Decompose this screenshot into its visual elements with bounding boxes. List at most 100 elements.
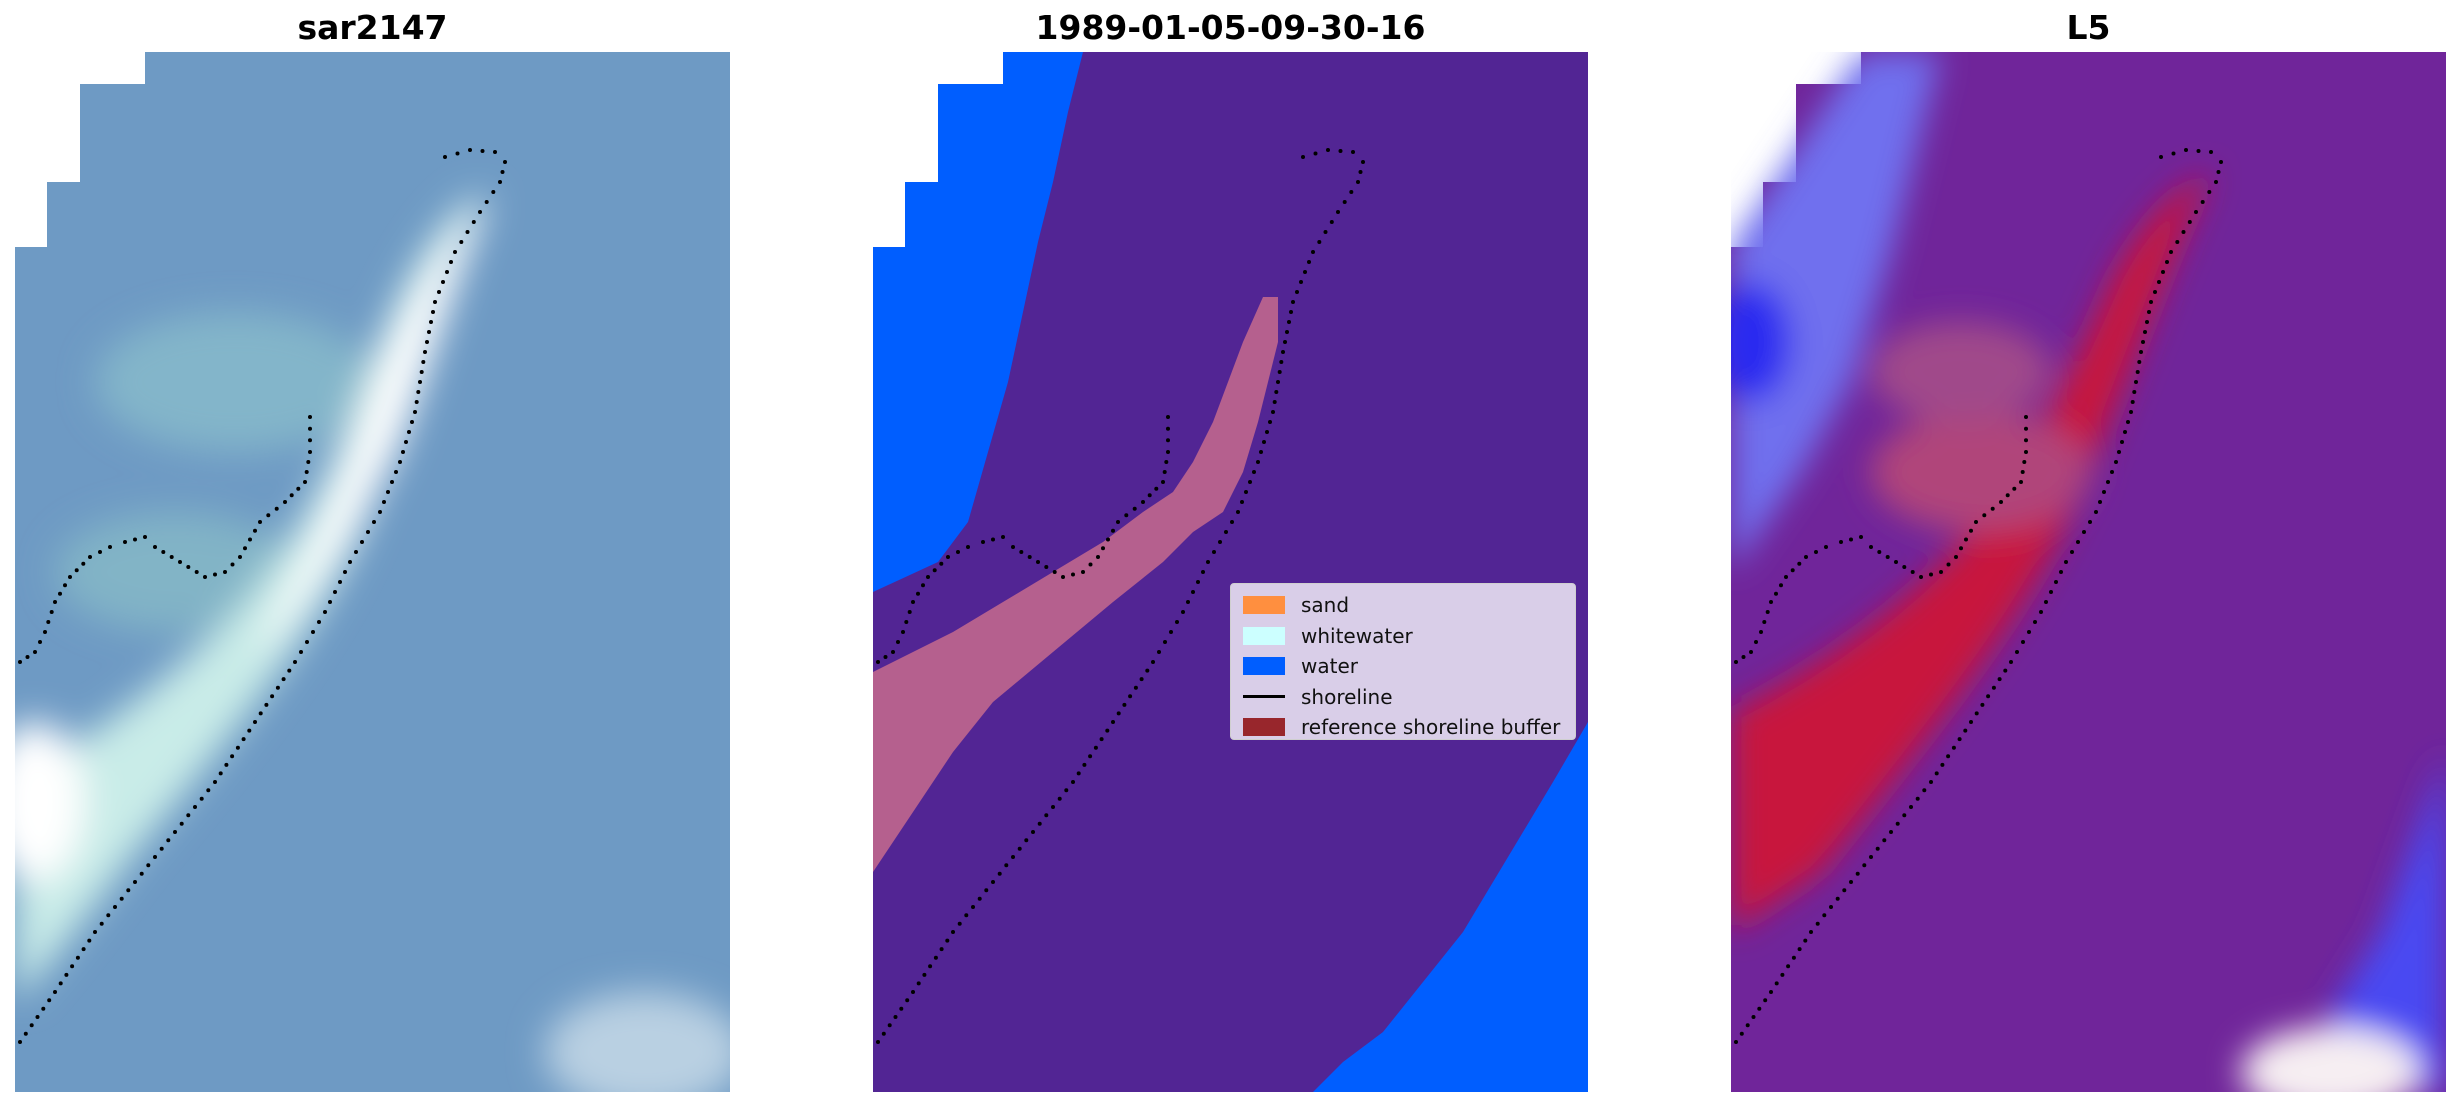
shoreline-point: [1317, 240, 1322, 244]
shoreline-point: [480, 149, 485, 153]
shoreline-point: [2021, 640, 2025, 644]
shoreline-point: [1166, 426, 1170, 431]
shoreline-point: [1311, 250, 1315, 254]
shoreline-point: [1814, 550, 1818, 554]
shoreline-point: [178, 560, 182, 564]
shoreline-point: [1096, 555, 1100, 559]
shoreline-point: [2082, 530, 2086, 534]
shoreline-point: [905, 998, 910, 1003]
legend-item-reference-buffer: reference shoreline buffer: [1239, 712, 1567, 743]
shoreline-point: [1749, 650, 1753, 654]
shoreline-point: [53, 990, 57, 994]
shoreline-point: [1001, 535, 1005, 539]
shoreline-point: [1291, 300, 1295, 304]
shoreline-point: [153, 855, 157, 859]
shoreline-point: [49, 610, 54, 614]
shoreline-point: [926, 575, 930, 579]
shoreline-point: [1804, 555, 1808, 559]
shoreline-point: [2157, 280, 2161, 284]
shoreline-point: [1037, 821, 1042, 826]
shoreline-point: [2054, 580, 2058, 584]
shoreline-point: [413, 410, 417, 414]
shoreline-point: [99, 921, 104, 926]
shoreline-point: [1957, 737, 1962, 742]
shoreline-point: [264, 702, 269, 707]
shoreline-point: [876, 660, 880, 664]
shoreline-point: [891, 650, 895, 654]
shoreline-point: [1256, 460, 1260, 464]
shoreline-point: [429, 320, 433, 324]
shoreline-point: [922, 972, 927, 977]
shoreline-point: [2214, 180, 2218, 184]
shoreline-point: [398, 460, 402, 464]
shoreline-point: [2098, 500, 2102, 504]
shoreline-point: [230, 562, 235, 567]
shoreline-point: [1336, 210, 1340, 214]
shoreline-point: [1064, 788, 1069, 793]
shoreline-point: [1111, 720, 1115, 724]
shoreline-point: [1101, 546, 1105, 551]
shoreline-point: [253, 720, 257, 724]
shoreline-point: [1769, 600, 1773, 604]
shoreline-point: [354, 550, 358, 554]
shoreline-point: [243, 546, 247, 551]
shoreline-point: [1004, 863, 1009, 868]
shoreline-point: [1093, 745, 1098, 750]
shoreline-point: [58, 591, 62, 596]
shoreline-points: [18, 148, 507, 1044]
shoreline-point: [161, 550, 166, 554]
shoreline-point: [493, 150, 497, 154]
shoreline-point: [887, 1023, 892, 1028]
shoreline-point: [283, 500, 287, 504]
shoreline-point: [1230, 520, 1234, 524]
shoreline-point: [945, 938, 950, 943]
shoreline-point: [2064, 560, 2068, 564]
shoreline-point: [2024, 438, 2028, 443]
shoreline-point: [984, 888, 989, 893]
shoreline-point: [287, 668, 292, 673]
shoreline-point: [977, 896, 982, 901]
shoreline-point: [1751, 1015, 1756, 1019]
shoreline-point: [266, 513, 271, 518]
shoreline-point: [2181, 230, 2186, 234]
shoreline-point: [981, 540, 985, 544]
shoreline-point: [1754, 640, 1758, 644]
shoreline-point: [1980, 702, 1985, 707]
shoreline-point: [1999, 500, 2003, 504]
shoreline-point: [1161, 480, 1165, 484]
shoreline-point: [23, 1031, 28, 1036]
shoreline-point: [911, 990, 915, 994]
shoreline-point: [425, 340, 429, 344]
shoreline-point: [500, 170, 505, 174]
shoreline-point: [1829, 905, 1833, 909]
shoreline-point: [258, 711, 263, 716]
shoreline-point: [1122, 702, 1127, 707]
shoreline-point: [87, 938, 92, 943]
shoreline-point: [421, 360, 426, 364]
shoreline-point: [2012, 486, 2017, 491]
shoreline-point: [2159, 155, 2163, 159]
shoreline-point: [139, 871, 144, 876]
shoreline-point: [1869, 855, 1873, 859]
shoreline-point: [1011, 545, 1015, 549]
shoreline-point: [308, 438, 312, 443]
shoreline-point: [921, 583, 925, 588]
shoreline-point: [431, 310, 435, 314]
shoreline-point: [35, 1015, 40, 1019]
shoreline-point: [1145, 668, 1150, 673]
shoreline-point: [2049, 590, 2053, 594]
shoreline-point: [1027, 555, 1032, 559]
shoreline-point: [2149, 300, 2153, 304]
shoreline-point: [305, 640, 309, 644]
shoreline-point: [1166, 438, 1170, 443]
shoreline-point: [896, 640, 900, 644]
shoreline-point: [64, 972, 69, 977]
shoreline-point: [1875, 846, 1880, 851]
shoreline-point: [1762, 620, 1767, 624]
shoreline-point: [2088, 520, 2092, 524]
shoreline-point: [88, 555, 92, 559]
shoreline-point: [306, 460, 311, 464]
shoreline-point: [93, 930, 97, 934]
shoreline-point: [119, 896, 124, 901]
shoreline-point: [333, 590, 337, 594]
